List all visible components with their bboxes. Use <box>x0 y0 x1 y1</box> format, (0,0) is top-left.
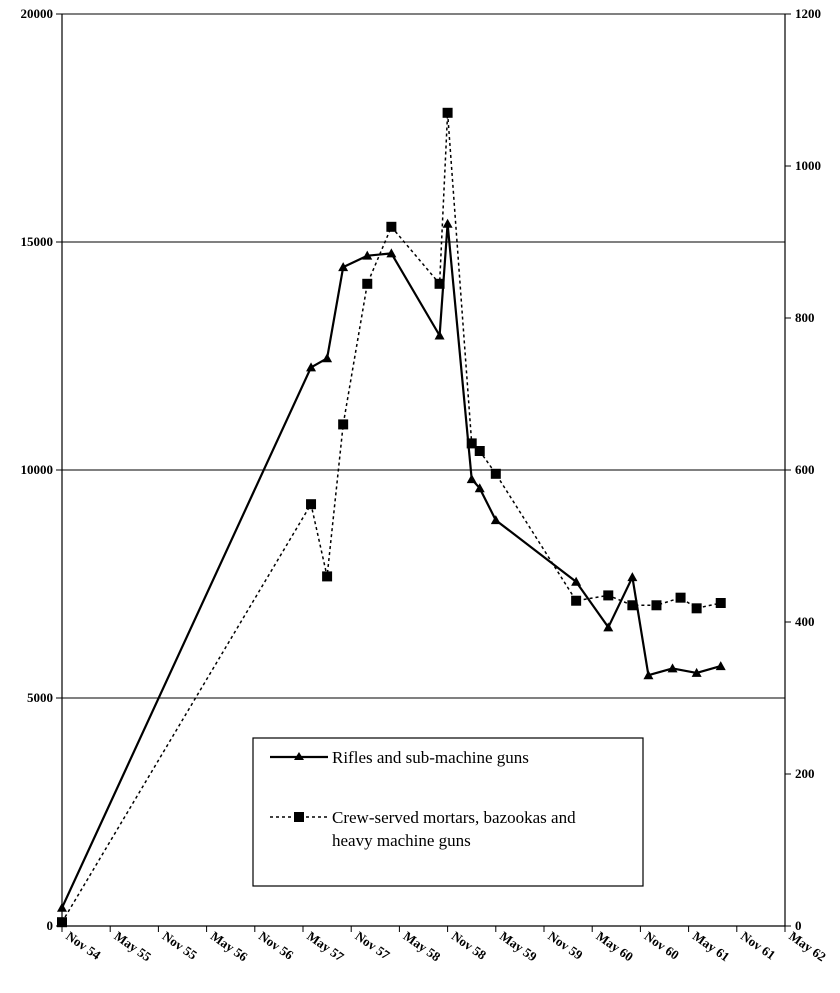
legend-box <box>252 737 644 887</box>
right-tick-label: 800 <box>795 310 815 325</box>
data-point-square <box>386 221 397 232</box>
data-point-triangle <box>691 667 702 677</box>
legend-label-crew-served-line2: heavy machine guns <box>332 831 471 850</box>
left-tick-label: 5000 <box>27 690 53 705</box>
data-point-triangle <box>603 622 614 632</box>
x-tick-label: May 57 <box>304 928 347 964</box>
data-point-triangle <box>434 330 445 340</box>
right-axis-ticks: 0 200 400 600 800 1000 1200 <box>785 6 821 933</box>
x-tick-label: Nov 61 <box>738 928 778 962</box>
x-tick-label: May 62 <box>786 928 829 964</box>
x-tick-label: Nov 59 <box>545 928 586 963</box>
data-point-square <box>57 917 67 928</box>
data-point-triangle <box>474 483 485 493</box>
series-line-1 <box>61 222 721 909</box>
data-point-triangle <box>667 663 678 673</box>
left-tick-label: 15000 <box>21 234 54 249</box>
legend: Rifles and sub-machine guns Crew-served … <box>252 737 644 887</box>
x-axis-ticks: Nov 54 May 55 Nov 55 May 56 Nov 56 May 57 Nov … <box>61 926 829 965</box>
legend-label-rifles: Rifles and sub-machine guns <box>332 748 529 767</box>
data-point-square <box>691 603 702 614</box>
data-point-triangle <box>386 248 397 258</box>
data-point-square <box>675 592 686 603</box>
x-tick-label: Nov 58 <box>449 928 490 963</box>
data-point-square <box>651 600 662 611</box>
x-tick-label: May 55 <box>111 928 154 964</box>
data-point-square <box>362 278 373 289</box>
legend-triangle-marker <box>294 752 304 760</box>
left-axis-ticks: 0 5000 10000 15000 20000 <box>21 6 62 933</box>
legend-square-marker <box>294 812 304 822</box>
data-point-triangle <box>57 902 67 912</box>
legend-label-crew-served: Crew-served mortars, bazookas and <box>332 808 576 827</box>
right-tick-label: 1200 <box>795 6 821 21</box>
left-tick-label: 20000 <box>21 6 54 21</box>
data-point-square <box>603 590 614 601</box>
left-tick-label: 0 <box>47 918 54 933</box>
right-tick-label: 600 <box>795 462 815 477</box>
data-point-triangle <box>466 474 477 484</box>
data-point-square <box>338 419 349 430</box>
right-tick-label: 0 <box>795 918 802 933</box>
data-point-square <box>571 595 582 606</box>
series-layer <box>57 107 726 928</box>
data-point-square <box>490 468 501 479</box>
data-point-triangle <box>715 661 726 671</box>
data-point-square <box>434 278 445 289</box>
x-tick-label: May 58 <box>401 928 444 964</box>
x-tick-label: Nov 54 <box>63 928 104 963</box>
right-tick-label: 1000 <box>795 158 821 173</box>
data-point-triangle <box>490 515 501 525</box>
data-point-square <box>474 446 485 456</box>
data-point-square <box>306 499 317 510</box>
data-point-triangle <box>643 670 654 680</box>
x-tick-label: Nov 56 <box>256 928 297 963</box>
right-tick-label: 200 <box>795 766 815 781</box>
x-tick-label: May 60 <box>593 928 636 964</box>
data-point-triangle <box>571 576 582 586</box>
data-point-triangle <box>627 572 638 582</box>
data-point-triangle <box>442 218 453 228</box>
x-tick-label: May 56 <box>208 928 251 964</box>
data-point-square <box>715 598 726 608</box>
x-tick-label: May 59 <box>497 928 540 964</box>
data-point-triangle <box>306 362 317 372</box>
data-point-triangle <box>338 262 349 272</box>
legend-entry-rifles: Rifles and sub-machine guns <box>270 748 529 767</box>
data-point-square <box>442 107 453 118</box>
legend-entry-crew-served: Crew-served mortars, bazookas and heavy … <box>270 808 576 850</box>
left-tick-label: 10000 <box>21 462 54 477</box>
data-point-triangle <box>322 353 333 363</box>
x-tick-label: Nov 60 <box>642 928 682 962</box>
x-tick-label: Nov 57 <box>352 928 393 963</box>
right-tick-label: 400 <box>795 614 815 629</box>
data-point-square <box>322 571 333 582</box>
data-point-triangle <box>362 250 373 260</box>
x-tick-label: May 61 <box>690 928 733 964</box>
data-point-square <box>627 600 638 611</box>
data-point-square <box>466 438 477 449</box>
x-tick-label: Nov 55 <box>160 928 201 963</box>
gridlines <box>62 13 785 699</box>
